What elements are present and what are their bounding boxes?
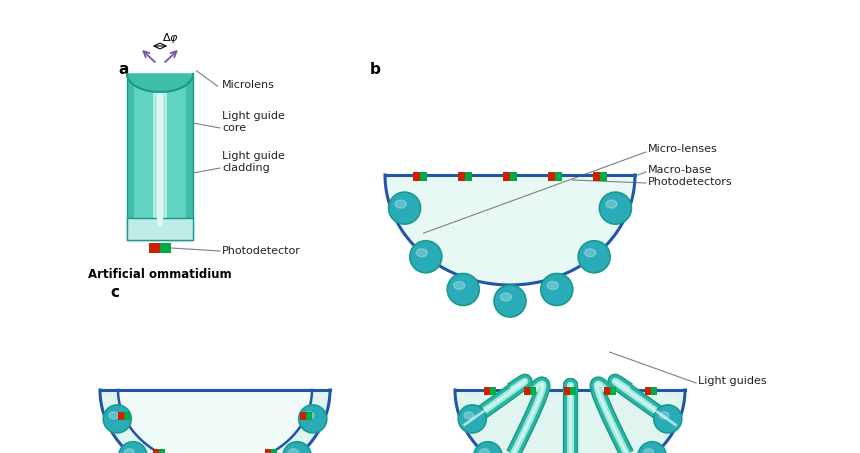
Ellipse shape <box>289 449 298 453</box>
Bar <box>149 243 160 253</box>
Ellipse shape <box>547 281 558 289</box>
Bar <box>159 449 165 453</box>
Bar <box>134 74 186 236</box>
Ellipse shape <box>605 200 617 208</box>
Bar <box>611 387 617 395</box>
Circle shape <box>283 442 311 453</box>
Polygon shape <box>100 390 330 453</box>
Bar <box>570 387 576 395</box>
Text: b: b <box>370 62 381 77</box>
Bar <box>510 172 517 180</box>
Circle shape <box>654 405 682 433</box>
Text: Light guide
core: Light guide core <box>222 111 285 133</box>
Bar <box>593 172 600 180</box>
Circle shape <box>447 274 479 305</box>
Circle shape <box>103 405 132 433</box>
Circle shape <box>119 442 147 453</box>
Ellipse shape <box>643 449 654 453</box>
Bar <box>465 172 472 180</box>
Ellipse shape <box>109 412 119 419</box>
Bar <box>153 449 159 453</box>
Circle shape <box>458 405 486 433</box>
Circle shape <box>410 241 442 273</box>
Circle shape <box>578 241 611 273</box>
Ellipse shape <box>480 449 489 453</box>
Bar <box>157 74 163 226</box>
Ellipse shape <box>464 412 474 419</box>
Bar <box>524 387 530 395</box>
Text: $\Delta\varphi$: $\Delta\varphi$ <box>162 31 179 45</box>
Text: Light guides: Light guides <box>698 376 766 386</box>
Bar <box>420 172 427 180</box>
Circle shape <box>638 442 666 453</box>
Text: Macro-base: Macro-base <box>648 165 712 175</box>
Bar <box>300 412 306 420</box>
Bar <box>127 74 193 240</box>
Circle shape <box>599 192 631 224</box>
Text: Photodetectors: Photodetectors <box>648 177 733 187</box>
Text: Light guide
cladding: Light guide cladding <box>222 151 285 173</box>
Circle shape <box>494 285 526 317</box>
Bar <box>265 449 271 453</box>
Bar <box>458 172 465 180</box>
Circle shape <box>541 274 573 305</box>
Text: d: d <box>460 285 470 300</box>
Ellipse shape <box>501 293 512 301</box>
Bar <box>160 243 171 253</box>
Bar <box>650 387 656 395</box>
Polygon shape <box>455 390 685 453</box>
Polygon shape <box>127 74 193 92</box>
Bar <box>600 172 607 180</box>
Bar <box>644 387 650 395</box>
Polygon shape <box>118 390 312 453</box>
Text: a: a <box>118 62 128 77</box>
Bar <box>124 412 130 420</box>
Ellipse shape <box>125 449 134 453</box>
Ellipse shape <box>416 249 427 257</box>
Ellipse shape <box>453 281 465 289</box>
Circle shape <box>474 442 502 453</box>
Bar <box>605 387 611 395</box>
Ellipse shape <box>660 412 669 419</box>
Bar <box>530 387 536 395</box>
Polygon shape <box>385 175 635 285</box>
Bar <box>127 218 193 240</box>
Bar <box>413 172 420 180</box>
Bar <box>153 74 167 236</box>
Bar <box>118 412 124 420</box>
Text: c: c <box>110 285 119 300</box>
Ellipse shape <box>304 412 314 419</box>
Bar <box>548 172 555 180</box>
Bar <box>271 449 277 453</box>
Bar <box>555 172 562 180</box>
Bar <box>306 412 312 420</box>
Bar <box>564 387 570 395</box>
Ellipse shape <box>395 200 406 208</box>
Bar <box>483 387 489 395</box>
Circle shape <box>298 405 327 433</box>
Text: Photodetector: Photodetector <box>222 246 301 256</box>
Text: Micro-lenses: Micro-lenses <box>648 144 718 154</box>
Text: Microlens: Microlens <box>222 80 275 90</box>
Bar <box>489 387 495 395</box>
Ellipse shape <box>585 249 596 257</box>
Circle shape <box>389 192 421 224</box>
Bar <box>503 172 510 180</box>
Text: Artificial ommatidium: Artificial ommatidium <box>89 268 232 281</box>
